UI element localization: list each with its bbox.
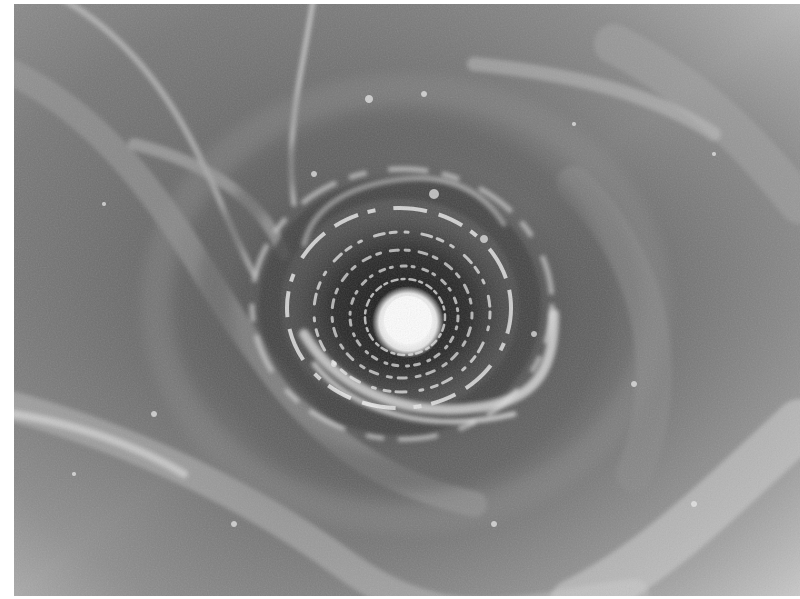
photo-grain (14, 4, 800, 596)
vortex-photo (14, 4, 800, 596)
vortex-tunnel-svg (14, 4, 800, 596)
